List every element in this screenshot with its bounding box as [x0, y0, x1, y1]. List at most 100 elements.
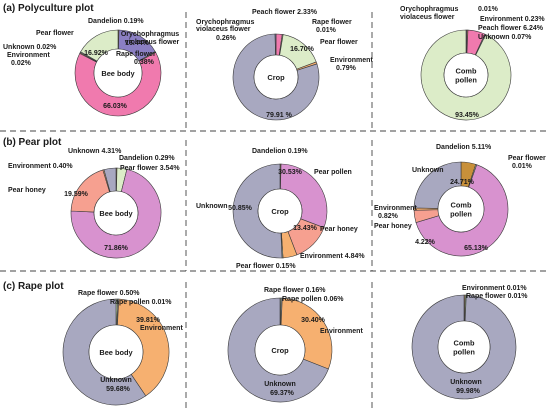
donut-center-label: pollen [453, 348, 475, 357]
label-unknown: Unknown 0.02% [3, 44, 57, 51]
label-rape-flower: Rape flower [116, 51, 156, 58]
label-peach-flower: Peach flower 6.24% [478, 25, 544, 32]
pct-label-peach-flower: 66.03% [103, 103, 128, 110]
label-orychophragmus-line2: violaceus flower [125, 39, 180, 46]
section-title-rape: (c) Rape plot [3, 281, 64, 292]
pct-label-unknown: 24.71% [450, 179, 475, 186]
donut-hole [437, 320, 491, 374]
label-rape-flower-pct: 0.38% [134, 59, 155, 66]
pct-label-unknown: 99.98% [456, 388, 481, 395]
label-environment-pct: 0.79% [336, 65, 357, 72]
pct-label-pear-honey: 4.22% [415, 239, 436, 246]
pct-label-environment: 30.40% [301, 317, 326, 324]
pct-label-pear-honey: 13.43% [293, 225, 318, 232]
pct-label-pear-flower: 16.92% [84, 50, 109, 57]
label-unknown: Unknown 0.07% [478, 34, 532, 41]
label-environment: Environment [374, 205, 417, 212]
pct-label-pear-honey: 19.59% [64, 191, 89, 198]
label-pear-flower: Pear flower [320, 39, 358, 46]
donut-center-label: Comb [454, 339, 475, 348]
label-pear-honey: Pear honey [374, 223, 412, 230]
donut-hole [88, 324, 144, 380]
donut-center-label: pollen [450, 210, 472, 219]
donut-center-label: Bee body [101, 69, 135, 78]
label-environment-pct: 0.82% [378, 213, 399, 220]
donut-center-label: Comb [451, 201, 472, 210]
pct-label-unknown: 79.91 % [266, 112, 292, 119]
donut-center-label: Bee body [99, 209, 133, 218]
label-pear-flower: Pear flower [36, 30, 74, 37]
label-environment: Environment 0.40% [8, 163, 73, 170]
donut-center-label: Crop [267, 73, 285, 82]
section-separators [0, 12, 550, 412]
label-environment: Environment 4.84% [300, 253, 365, 260]
pct-label-unknown: 59.68% [106, 386, 131, 393]
donut-hole [93, 190, 139, 236]
donut-b-pear-plot-crop: Crop 30.53% 13.43% 50.85% [228, 163, 328, 259]
label-environment: Environment 0.01% [462, 285, 527, 292]
label-dandelion: Dandelion 0.29% [119, 155, 175, 162]
label-pear-flower: Pear flower 0.15% [236, 263, 296, 270]
label-rape-flower-pct: 0.01% [316, 27, 337, 34]
label-rape-flower: Rape flower [312, 19, 352, 26]
pct-label-pear-flower: 93.45% [455, 112, 480, 119]
label-pear-flower: Pear flower 3.54% [120, 165, 180, 172]
label-environment-pct: 0.02% [11, 60, 32, 67]
label-orychophragmus-line1: Orychophragmus [121, 31, 179, 38]
label-dandelion: Dandelion 0.19% [88, 18, 144, 25]
section-title-polyculture: (a) Polyculture plot [3, 3, 94, 14]
label-rape-pollen: Rape pollen 0.06% [282, 296, 344, 303]
donut-a-polyculture-plot-crop: Crop 16.70% 79.91 % [232, 33, 320, 121]
pct-label-pear-flower: 16.70% [290, 46, 315, 53]
donut-hole [437, 185, 485, 233]
label-dandelion: Dandelion 5.11% [436, 144, 492, 151]
pct-label-pear-pollen: 30.53% [278, 169, 303, 176]
annotations: Dandelion 0.19% Pear flower Orychophragm… [3, 6, 546, 388]
label-unknown: Unknown [100, 377, 132, 384]
donut-center-label: Comb [456, 67, 477, 76]
label-rape-pollen: Rape pollen 0.01% [110, 299, 172, 306]
pct-label-unknown: 50.85% [228, 205, 253, 212]
label-orychophragmus-pct: 0.01% [478, 6, 499, 13]
pct-label-pear-pollen: 65.13% [464, 245, 489, 252]
label-dandelion: Dandelion 0.19% [252, 148, 308, 155]
label-unknown: Unknown [196, 203, 228, 210]
label-rape-flower: Rape flower 0.50% [78, 290, 140, 297]
slice-orychophragmus-violaceus-flower [274, 33, 277, 56]
label-orychophragmus-line2: violaceus flower [196, 26, 251, 33]
pct-label-orychophragmus-violaceus-flower: 16.44% [125, 40, 150, 47]
label-pear-honey: Pear honey [320, 226, 358, 233]
donut-hole [93, 48, 143, 98]
label-unknown: Unknown [264, 381, 296, 388]
label-environment: Environment 0.23% [480, 16, 545, 23]
label-peach-flower: Peach flower 2.33% [252, 9, 318, 16]
label-environment: Environment [140, 325, 183, 332]
label-pear-honey: Pear honey [8, 187, 46, 194]
donut-c-rape-plot-crop: Crop 30.40% 69.37% [227, 297, 333, 403]
donut-hole [254, 324, 306, 376]
donut-c-rape-plot-bee-body: Bee body 39.81% 59.68% [62, 298, 170, 406]
label-environment: Environment [320, 328, 363, 335]
label-orychophragmus-line1: Orychophragmus [196, 19, 254, 26]
donut-hole [443, 52, 489, 98]
label-orychophragmus-line2: violaceus flower [400, 14, 455, 21]
label-unknown: Unknown 4.31% [68, 148, 122, 155]
label-orychophragmus-line1: Orychophragmus [400, 6, 458, 13]
donut-hole [257, 188, 303, 234]
pct-label-pear-pollen: 71.86% [104, 245, 129, 252]
label-orychophragmus-pct: 0.26% [216, 35, 237, 42]
donut-hole [253, 54, 299, 100]
donut-b-pear-plot-bee-body: Bee body 71.86% 19.59% [64, 167, 162, 259]
pct-label-environment: 39.81% [136, 317, 161, 324]
label-unknown: Unknown [450, 379, 482, 386]
donut-center-label: Crop [271, 346, 289, 355]
donut-center-label: Crop [271, 207, 289, 216]
donut-center-label: Bee body [99, 348, 133, 357]
label-pear-flower: Pear flower [508, 155, 546, 162]
pct-label-unknown: 69.37% [270, 390, 295, 397]
donut-center-label: pollen [455, 76, 477, 85]
